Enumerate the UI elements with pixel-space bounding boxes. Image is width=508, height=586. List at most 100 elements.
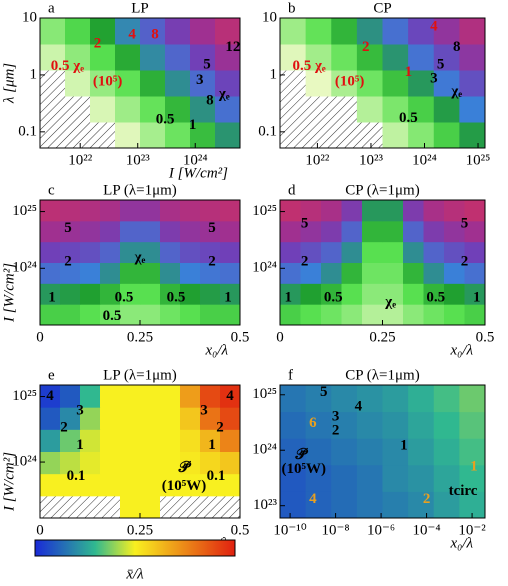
heat-cell xyxy=(100,283,121,305)
heat-cell xyxy=(408,385,435,413)
heat-cell xyxy=(362,262,383,284)
heat-cell xyxy=(60,283,81,305)
heat-cell xyxy=(180,385,201,408)
heat-cell xyxy=(60,429,81,452)
heat-cell xyxy=(200,200,221,222)
heat-cell xyxy=(120,220,141,243)
annotation: 2 xyxy=(208,253,216,269)
heat-cell xyxy=(220,451,241,475)
annotation: 1 xyxy=(400,437,408,453)
panel-title: LP (λ=1μm) xyxy=(103,367,177,383)
heat-cell xyxy=(331,122,358,149)
heat-cell xyxy=(60,200,81,222)
heat-cell xyxy=(160,495,181,519)
heat-cell xyxy=(382,96,409,123)
heat-cell xyxy=(60,220,81,243)
heat-cell xyxy=(165,44,191,71)
heat-cell xyxy=(100,495,121,519)
annotation: 1 xyxy=(208,437,216,453)
y-tick-label: 10²⁴ xyxy=(12,260,37,276)
annotation: 2 xyxy=(362,39,370,55)
heat-cell xyxy=(433,464,460,492)
annotation: 0.1 xyxy=(207,468,226,484)
heat-cell xyxy=(280,18,307,45)
heat-cell xyxy=(165,70,191,97)
annotation: 2 xyxy=(60,420,68,436)
annotation: 1 xyxy=(405,64,413,80)
heat-cell xyxy=(300,283,322,305)
heat-cell xyxy=(65,44,91,71)
annotation: 0.5 xyxy=(399,110,418,126)
annotation: 0.5 χₑ xyxy=(292,58,325,74)
heat-cell xyxy=(280,200,301,222)
heat-cell xyxy=(120,385,141,408)
heat-cell xyxy=(100,385,121,408)
heat-cell xyxy=(60,241,81,263)
heat-cell xyxy=(200,220,221,243)
heat-cell xyxy=(280,44,307,71)
heat-cell xyxy=(190,44,216,71)
x-tick-label: 0.5 xyxy=(231,329,250,345)
heat-cell xyxy=(120,200,141,222)
annotation: 5 xyxy=(203,56,211,72)
heat-cell xyxy=(180,451,201,475)
heat-cell xyxy=(190,122,216,149)
heat-cell xyxy=(280,464,307,492)
heat-cell xyxy=(300,241,322,263)
annotation: 5 xyxy=(320,384,328,400)
heat-cell xyxy=(115,96,141,123)
heat-cell xyxy=(190,96,216,123)
x-tick-label: 10²⁴ xyxy=(183,152,208,168)
heat-cell xyxy=(305,18,332,45)
x-tick-label: 10²⁵ xyxy=(466,152,491,168)
annotation: tcirc xyxy=(449,483,478,499)
heat-cell xyxy=(341,283,363,305)
heat-cell xyxy=(356,385,383,413)
heat-cell xyxy=(459,385,486,413)
x-tick-label: 10²³ xyxy=(126,152,150,168)
heat-cell xyxy=(140,473,161,497)
heat-cell xyxy=(160,407,181,430)
heat-cell xyxy=(423,200,445,222)
heat-cell xyxy=(140,385,161,408)
heat-cell xyxy=(433,96,460,123)
heat-cell xyxy=(60,451,81,475)
heat-cell xyxy=(80,241,101,263)
x-tick-label: 10⁻⁴ xyxy=(413,522,441,538)
heat-cell xyxy=(80,262,101,284)
heat-cell xyxy=(459,96,486,123)
heat-cell xyxy=(433,438,460,466)
heat-cell xyxy=(160,262,181,284)
annotation: 1 xyxy=(76,437,84,453)
heat-cell xyxy=(305,385,332,413)
heat-cell xyxy=(408,491,435,519)
heat-cell xyxy=(356,96,383,123)
y-axis-label: λ [μm] xyxy=(1,63,17,104)
heat-cell xyxy=(180,262,201,284)
annotation: 1 xyxy=(224,289,232,305)
x-tick-label: 0 xyxy=(276,329,284,345)
annotation: (10⁵) xyxy=(335,73,365,89)
heat-cell xyxy=(403,304,424,326)
heat-cell xyxy=(200,473,221,497)
x-tick-label: 10²³ xyxy=(359,152,383,168)
annotation: 0.5 xyxy=(167,289,186,305)
heat-cell xyxy=(382,464,409,492)
heat-cell xyxy=(40,122,66,149)
heat-cell xyxy=(356,122,383,149)
heat-cell xyxy=(403,200,424,222)
heat-cell xyxy=(40,70,66,97)
heat-cell xyxy=(40,262,61,284)
heat-cell xyxy=(464,304,486,326)
heat-cell xyxy=(40,429,61,452)
heat-cell xyxy=(433,70,460,97)
y-tick-label: 1 xyxy=(270,66,278,82)
annotation: 12 xyxy=(225,39,240,55)
heat-cell xyxy=(321,220,342,243)
heat-cell xyxy=(280,96,307,123)
heat-cell xyxy=(423,220,445,243)
heat-cell xyxy=(356,18,383,45)
heat-cell xyxy=(40,44,66,71)
annotation: 0.5 xyxy=(426,289,445,305)
heat-cell xyxy=(100,262,121,284)
